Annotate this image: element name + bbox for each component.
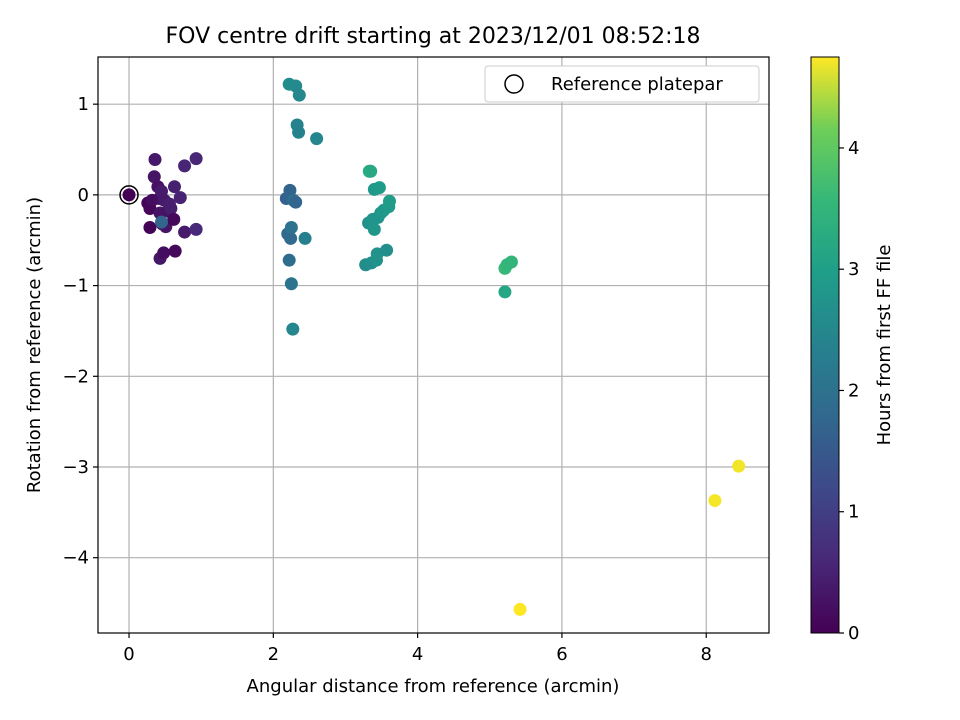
data-point [289, 195, 303, 209]
x-axis-ticks: 0 2 4 6 8 [123, 633, 712, 665]
grid [98, 57, 769, 633]
data-point [292, 88, 306, 102]
plot-frame [97, 56, 770, 634]
data-point [189, 152, 203, 166]
legend-label: Reference platepar [551, 74, 723, 95]
data-point [167, 180, 181, 194]
data-point [143, 221, 157, 235]
colorbar-tick-label: 0 [848, 623, 859, 644]
colorbar-tick-label: 4 [848, 138, 859, 159]
y-tick-label: −2 [62, 366, 89, 387]
data-point [148, 153, 162, 167]
y-tick-label: −3 [62, 457, 89, 478]
data-point [164, 201, 178, 215]
colorbar: 0 1 2 3 4 Hours from first FF file [810, 56, 895, 644]
data-point [372, 181, 386, 195]
legend: Reference platepar [484, 65, 760, 103]
data-point [284, 221, 298, 235]
data-point [122, 188, 136, 202]
data-point [364, 164, 378, 178]
x-tick-label: 4 [412, 644, 423, 665]
x-tick-label: 0 [123, 644, 134, 665]
data-point [284, 277, 298, 291]
y-tick-label: 0 [78, 185, 89, 206]
data-point [168, 244, 182, 258]
x-axis-label: Angular distance from reference (arcmin) [247, 676, 620, 697]
data-point [154, 215, 168, 229]
data-point [310, 132, 324, 146]
data-point [178, 159, 192, 173]
data-point [292, 125, 306, 139]
colorbar-tick-label: 1 [848, 502, 859, 523]
y-axis-ticks: 1 0 −1 −2 −3 −4 [62, 94, 98, 569]
colorbar-gradient [810, 56, 840, 634]
scatter-points [122, 77, 746, 616]
colorbar-ticks: 0 1 2 3 4 [839, 138, 859, 644]
data-point [147, 170, 161, 184]
colorbar-tick-label: 3 [848, 259, 859, 280]
data-point [498, 285, 512, 299]
data-point [178, 225, 192, 239]
legend-box [484, 65, 760, 103]
data-point [708, 494, 722, 508]
data-point [732, 459, 746, 473]
data-point [284, 231, 298, 245]
legend-reference-marker-icon [504, 74, 524, 94]
x-tick-label: 8 [701, 644, 712, 665]
y-axis-label: Rotation from reference (arcmin) [24, 197, 45, 493]
reference-platepar-marker [119, 185, 139, 205]
data-point [380, 243, 394, 257]
data-point [298, 231, 312, 245]
data-point [286, 322, 300, 336]
y-tick-label: −1 [62, 276, 89, 297]
data-point [367, 222, 381, 236]
data-point [283, 183, 297, 197]
reference-marker [119, 185, 139, 205]
data-point [504, 255, 518, 269]
data-point [382, 194, 396, 208]
data-point [173, 191, 187, 205]
data-point [189, 222, 203, 236]
y-tick-label: −4 [62, 548, 89, 569]
data-point [513, 602, 527, 616]
plot-background [98, 57, 769, 633]
data-point [157, 246, 171, 260]
y-tick-label: 1 [78, 94, 89, 115]
x-tick-label: 2 [268, 644, 279, 665]
colorbar-tick-label: 2 [848, 380, 859, 401]
data-point [282, 253, 296, 267]
x-tick-label: 6 [556, 644, 567, 665]
data-point [167, 212, 181, 226]
chart-title: FOV centre drift starting at 2023/12/01 … [166, 24, 701, 49]
colorbar-label: Hours from first FF file [874, 245, 895, 446]
